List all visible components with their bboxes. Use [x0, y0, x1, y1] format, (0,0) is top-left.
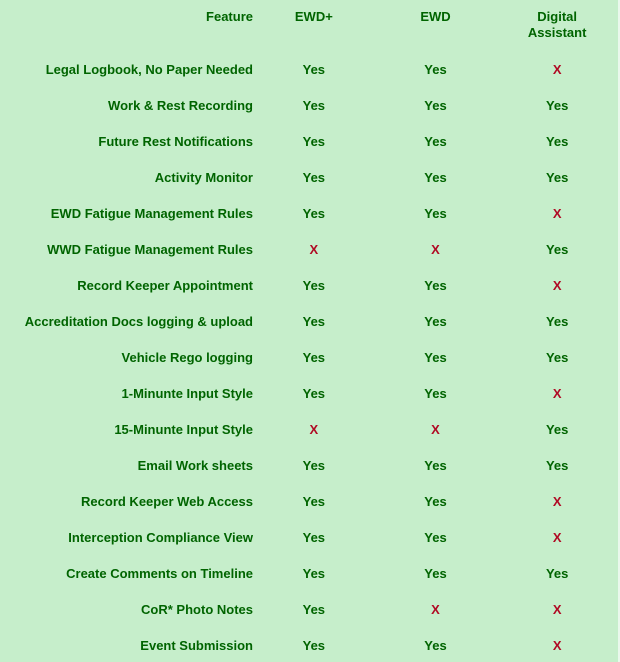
feature-label: Work & Rest Recording: [108, 97, 253, 113]
table-row: 15-Minunte Input Style X X Yes: [0, 411, 618, 447]
feature-label: Record Keeper Appointment: [77, 277, 253, 293]
value-yes: Yes: [302, 97, 326, 113]
value-yes: Yes: [424, 277, 447, 293]
value-x-mark: X: [552, 277, 562, 293]
table-row: Work & Rest Recording Yes Yes Yes: [0, 87, 618, 123]
value-yes: Yes: [302, 133, 326, 149]
value-x-mark: X: [552, 385, 562, 401]
value-yes: Yes: [424, 133, 447, 149]
table-body: Legal Logbook, No Paper Needed Yes Yes X Wor…: [0, 51, 618, 662]
table-row: Create Comments on Timeline Yes Yes Yes: [0, 555, 618, 591]
table-row: Record Keeper Appointment Yes Yes X: [0, 267, 618, 303]
value-yes: Yes: [424, 565, 447, 581]
table-row: Activity Monitor Yes Yes Yes: [0, 159, 618, 195]
table-header: Feature EWD+ EWD Digital Assistant: [0, 0, 618, 51]
value-yes: Yes: [545, 313, 569, 329]
value-yes: Yes: [424, 529, 447, 545]
value-x-mark: X: [552, 601, 562, 617]
value-yes: Yes: [424, 97, 447, 113]
value-x-mark: X: [552, 493, 562, 509]
value-yes: Yes: [545, 169, 569, 185]
feature-label: Create Comments on Timeline: [66, 565, 253, 581]
value-yes: Yes: [424, 457, 447, 473]
value-yes: Yes: [424, 349, 447, 365]
value-yes: Yes: [545, 133, 569, 149]
value-yes: Yes: [302, 529, 326, 545]
value-x-mark: X: [552, 61, 562, 77]
table-row: Future Rest Notifications Yes Yes Yes: [0, 123, 618, 159]
value-yes: Yes: [302, 169, 326, 185]
table-row: Record Keeper Web Access Yes Yes X: [0, 483, 618, 519]
value-yes: Yes: [424, 205, 447, 221]
column-header-ewd-plus: EWD+: [253, 9, 375, 25]
value-yes: Yes: [302, 385, 326, 401]
column-header-ewd-plus-label: EWD+: [294, 9, 333, 24]
feature-label: Record Keeper Web Access: [81, 493, 253, 509]
column-header-ewd: EWD: [375, 9, 497, 25]
value-x-mark: X: [552, 205, 562, 221]
value-yes: Yes: [424, 493, 447, 509]
value-yes: Yes: [302, 313, 326, 329]
value-yes: Yes: [545, 565, 569, 581]
value-yes: Yes: [424, 385, 447, 401]
table-row: Vehicle Rego logging Yes Yes Yes: [0, 339, 618, 375]
feature-label: Accreditation Docs logging & upload: [24, 313, 253, 329]
value-yes: Yes: [302, 601, 326, 617]
value-x-mark: X: [431, 241, 440, 257]
table-row: Accreditation Docs logging & upload Yes Ye…: [0, 303, 618, 339]
table-row: CoR* Photo Notes Yes X X: [0, 591, 618, 627]
value-yes: Yes: [302, 205, 326, 221]
value-x-mark: X: [552, 529, 562, 545]
column-header-ewd-label: EWD: [420, 9, 451, 24]
table-row: Email Work sheets Yes Yes Yes: [0, 447, 618, 483]
feature-label: Event Submission: [140, 637, 253, 653]
value-x-mark: X: [309, 421, 319, 437]
value-yes: Yes: [302, 565, 326, 581]
feature-label: EWD Fatigue Management Rules: [50, 205, 253, 221]
value-yes: Yes: [545, 349, 569, 365]
value-yes: Yes: [302, 349, 326, 365]
feature-label: WWD Fatigue Management Rules: [47, 241, 253, 257]
feature-label: Vehicle Rego logging: [121, 349, 253, 365]
value-yes: Yes: [424, 169, 447, 185]
value-yes: Yes: [302, 457, 326, 473]
column-header-digital-assistant: Digital Assistant: [496, 9, 618, 41]
column-header-feature: Feature: [0, 9, 253, 25]
value-yes: Yes: [545, 457, 569, 473]
table-row: 1-Minunte Input Style Yes Yes X: [0, 375, 618, 411]
column-header-digital-assistant-label: Digital Assistant: [527, 9, 587, 40]
feature-label: 1-Minunte Input Style: [121, 385, 253, 401]
value-yes: Yes: [302, 637, 326, 653]
value-yes: Yes: [545, 97, 569, 113]
feature-label: Legal Logbook, No Paper Needed: [45, 61, 253, 77]
value-yes: Yes: [545, 421, 569, 437]
value-x-mark: X: [431, 421, 440, 437]
feature-label: 15-Minunte Input Style: [114, 421, 253, 437]
value-yes: Yes: [424, 61, 447, 77]
value-x-mark: X: [431, 601, 440, 617]
value-yes: Yes: [302, 277, 326, 293]
table-row: EWD Fatigue Management Rules Yes Yes X: [0, 195, 618, 231]
feature-label: Interception Compliance View: [68, 529, 253, 545]
value-yes: Yes: [545, 241, 569, 257]
value-yes: Yes: [302, 61, 326, 77]
value-x-mark: X: [309, 241, 319, 257]
value-yes: Yes: [424, 637, 447, 653]
column-header-feature-label: Feature: [206, 9, 253, 24]
value-yes: Yes: [302, 493, 326, 509]
value-yes: Yes: [424, 313, 447, 329]
table-row: Interception Compliance View Yes Yes X: [0, 519, 618, 555]
table-row: WWD Fatigue Management Rules X X Yes: [0, 231, 618, 267]
feature-label: Future Rest Notifications: [98, 133, 253, 149]
value-x-mark: X: [552, 637, 562, 653]
table-row: Event Submission Yes Yes X: [0, 627, 618, 662]
feature-label: Email Work sheets: [137, 457, 253, 473]
feature-label: Activity Monitor: [154, 169, 253, 185]
feature-label: CoR* Photo Notes: [141, 601, 253, 617]
table-row: Legal Logbook, No Paper Needed Yes Yes X: [0, 51, 618, 87]
